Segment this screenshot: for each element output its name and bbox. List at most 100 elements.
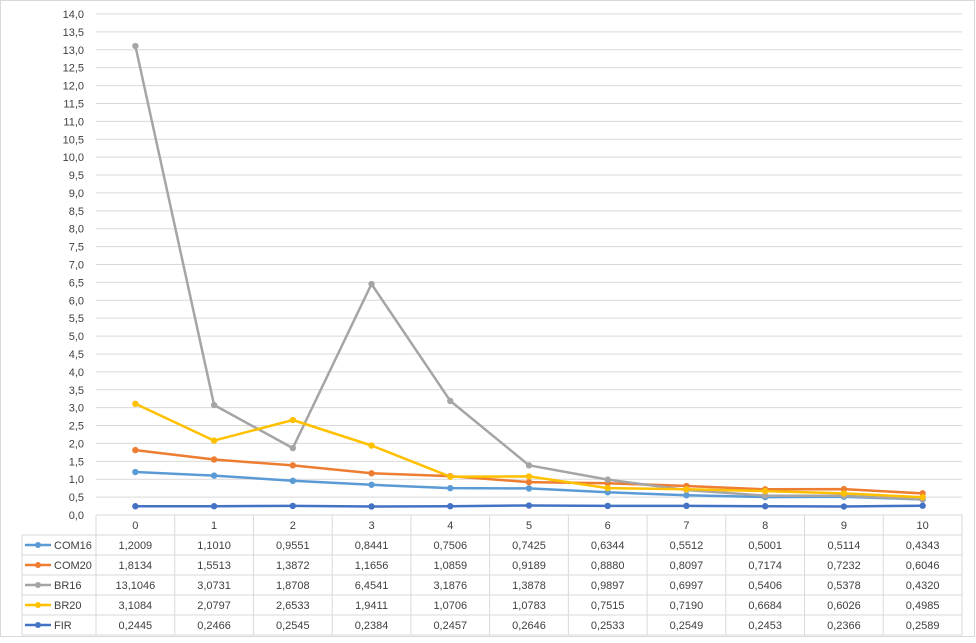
data-point — [447, 397, 454, 405]
y-tick-label: 1,5 — [69, 456, 84, 468]
data-table-value: 2,6533 — [276, 600, 310, 612]
x-tick-label: 9 — [841, 520, 847, 532]
data-point — [210, 437, 218, 444]
data-point — [368, 470, 375, 477]
legend-key-marker — [35, 582, 41, 588]
data-table-value: 1,1010 — [197, 540, 231, 552]
y-tick-label: 7,0 — [69, 260, 84, 272]
data-point — [132, 503, 139, 510]
data-table-value: 1,0706 — [433, 600, 467, 612]
x-tick-label: 8 — [762, 520, 768, 532]
data-point — [289, 462, 297, 469]
y-tick-label: 10,0 — [63, 152, 84, 164]
x-tick-label: 5 — [526, 520, 532, 532]
data-table-value: 1,8134 — [119, 560, 153, 572]
data-table-value: 0,9189 — [512, 560, 546, 572]
data-table-value: 0,2646 — [512, 620, 546, 632]
y-tick-label: 1,0 — [69, 474, 84, 486]
data-point — [210, 401, 218, 409]
legend-key-marker — [35, 562, 41, 568]
data-point — [683, 486, 690, 493]
data-point — [919, 502, 926, 509]
data-point — [289, 477, 297, 485]
x-tick-label: 3 — [368, 520, 374, 532]
data-table-value: 0,2457 — [433, 620, 467, 632]
data-table-value: 0,2384 — [355, 620, 389, 632]
x-tick-label: 6 — [605, 520, 611, 532]
data-point — [132, 42, 139, 50]
x-tick-label: 1 — [211, 520, 217, 532]
data-table-value: 0,2466 — [197, 620, 231, 632]
data-table-value: 3,1084 — [119, 600, 153, 612]
data-table-value: 0,6026 — [827, 600, 861, 612]
data-point — [368, 481, 375, 488]
legend-key-marker — [35, 542, 41, 548]
legend-entry: FIR — [54, 620, 72, 632]
y-tick-label: 3,0 — [69, 403, 84, 415]
y-tick-label: 0,5 — [69, 492, 84, 504]
data-table-value: 0,2366 — [827, 620, 861, 632]
data-table-value: 0,2549 — [670, 620, 704, 632]
data-point — [840, 503, 848, 510]
data-table-value: 0,5512 — [670, 540, 704, 552]
data-table-value: 1,0783 — [512, 600, 546, 612]
legend-entry: BR16 — [54, 580, 82, 592]
data-table-value: 0,5114 — [827, 540, 860, 552]
data-point — [210, 502, 218, 510]
data-point — [919, 493, 926, 501]
data-point — [604, 476, 611, 483]
data-table-value: 0,8441 — [355, 540, 389, 552]
data-table-value: 0,2445 — [119, 620, 153, 632]
data-table-value: 0,2453 — [748, 620, 782, 632]
y-tick-label: 12,0 — [63, 81, 84, 93]
data-point — [525, 502, 533, 509]
y-tick-label: 2,5 — [69, 421, 84, 433]
data-table-value: 0,8880 — [591, 560, 625, 572]
data-table-value: 0,9897 — [591, 580, 625, 592]
data-table-value: 1,0859 — [433, 560, 467, 572]
data-point — [761, 492, 769, 499]
data-table-value: 1,9411 — [355, 600, 388, 612]
data-point — [368, 503, 375, 510]
data-point — [368, 280, 375, 288]
data-table-value: 0,7515 — [591, 600, 625, 612]
data-table: 0 1 2 3 4 5 6 7 8 9 10 COM16 1,2009 1,1010 0,9551 0,844… — [21, 514, 963, 636]
y-tick-label: 2,0 — [69, 438, 84, 450]
data-point — [761, 503, 769, 510]
data-table-value: 6,4541 — [355, 580, 389, 592]
y-tick-label: 8,0 — [69, 224, 84, 236]
y-tick-label: 10,5 — [63, 134, 84, 146]
data-point — [840, 490, 848, 497]
x-tick-label: 7 — [683, 520, 689, 532]
data-table-value: 0,7174 — [748, 560, 782, 572]
data-table-value: 1,3872 — [276, 560, 310, 572]
data-point — [132, 400, 139, 407]
data-table-value: 0,9551 — [276, 540, 310, 552]
y-tick-label: 5,5 — [69, 313, 84, 325]
data-point — [761, 487, 769, 495]
y-tick-label: 7,5 — [69, 242, 84, 254]
data-point — [683, 492, 690, 499]
y-tick-label: 12,5 — [63, 63, 84, 75]
data-table-value: 0,4343 — [906, 540, 940, 552]
data-point — [368, 442, 375, 449]
data-table-value: 0,2545 — [276, 620, 310, 632]
data-table-value: 0,5378 — [827, 580, 861, 592]
y-tick-label: 11,0 — [63, 116, 84, 128]
data-table-value: 0,4320 — [906, 580, 940, 592]
data-point — [210, 456, 218, 463]
x-tick-label: 2 — [290, 520, 296, 532]
y-tick-label: 6,0 — [69, 295, 84, 307]
y-tick-label: 11,5 — [63, 98, 84, 110]
data-table-value: 1,2009 — [119, 540, 153, 552]
y-tick-label: 9,0 — [69, 188, 84, 200]
data-table-value: 0,4985 — [906, 600, 940, 612]
data-point — [525, 478, 533, 486]
data-table-value: 0,5001 — [748, 540, 782, 552]
data-point — [210, 472, 218, 479]
legend-entry: COM20 — [54, 560, 92, 572]
y-axis-tick-labels: 0,0 0,5 1,0 1,5 2,0 2,5 3,0 3,5 4,0 4,5 5,0 5,5 6,0 6… — [63, 9, 84, 522]
y-tick-label: 9,5 — [69, 170, 84, 182]
